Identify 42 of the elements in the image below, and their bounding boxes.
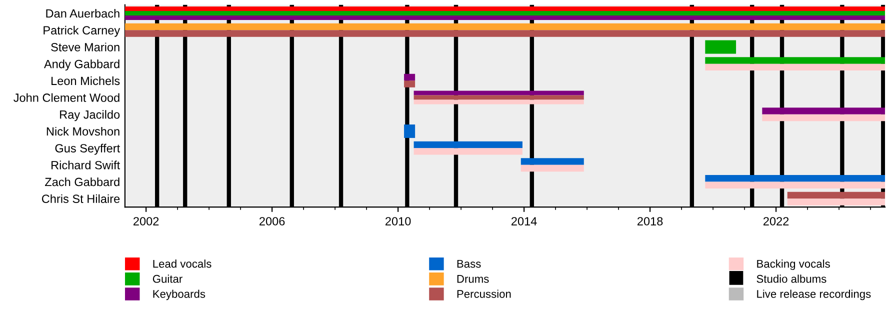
bar <box>705 182 886 189</box>
legend-label: Live release recordings <box>757 290 871 300</box>
y-tick-label: Dan Auerbach <box>46 8 120 18</box>
y-tick-label: Leon Michels <box>52 76 120 86</box>
x-tick-label: 2022 <box>763 217 789 226</box>
bar <box>762 114 886 122</box>
x-tick-label: 2006 <box>260 217 285 226</box>
legend-label: Drums <box>457 275 489 283</box>
legend-label: Guitar <box>152 274 182 283</box>
bar <box>705 64 886 71</box>
legend-label: Bass <box>457 260 481 268</box>
bar <box>762 108 886 114</box>
y-tick-label: Ray Jacildo <box>60 110 120 122</box>
x-tick-label: 2010 <box>386 217 411 226</box>
bar <box>520 158 584 165</box>
y-tick-label: Nick Movshon <box>46 126 120 136</box>
bar <box>404 74 416 81</box>
bar <box>705 175 886 182</box>
y-tick-label: Richard Swift <box>52 160 120 170</box>
x-tick-label: 2014 <box>512 217 537 226</box>
x-tick-label: 2002 <box>134 217 159 226</box>
x-tick-label: 2018 <box>638 217 663 226</box>
bar <box>124 6 886 12</box>
y-tick-label: Chris St Hilaire <box>42 194 120 204</box>
bar <box>124 30 886 37</box>
y-tick-label: Zach Gabbard <box>45 177 120 186</box>
legend-label: Percussion <box>457 290 511 298</box>
bar <box>787 198 886 206</box>
legend-label: Backing vocals <box>757 260 830 270</box>
legend-label: Keyboards <box>153 290 206 300</box>
y-tick-label: John Clement Wood <box>14 93 120 102</box>
y-tick-label: Patrick Carney <box>44 26 120 37</box>
legend-label: Studio albums <box>756 274 826 283</box>
y-tick-label: Gus Seyffert <box>55 144 120 155</box>
bar <box>124 23 886 30</box>
y-tick-label: Andy Gabbard <box>44 60 120 71</box>
bar <box>414 148 522 155</box>
legend-label: Lead vocals <box>153 260 212 268</box>
bar <box>414 141 522 148</box>
y-tick-label: Steve Marion <box>51 42 120 52</box>
bar <box>520 164 584 172</box>
bar <box>414 90 584 96</box>
